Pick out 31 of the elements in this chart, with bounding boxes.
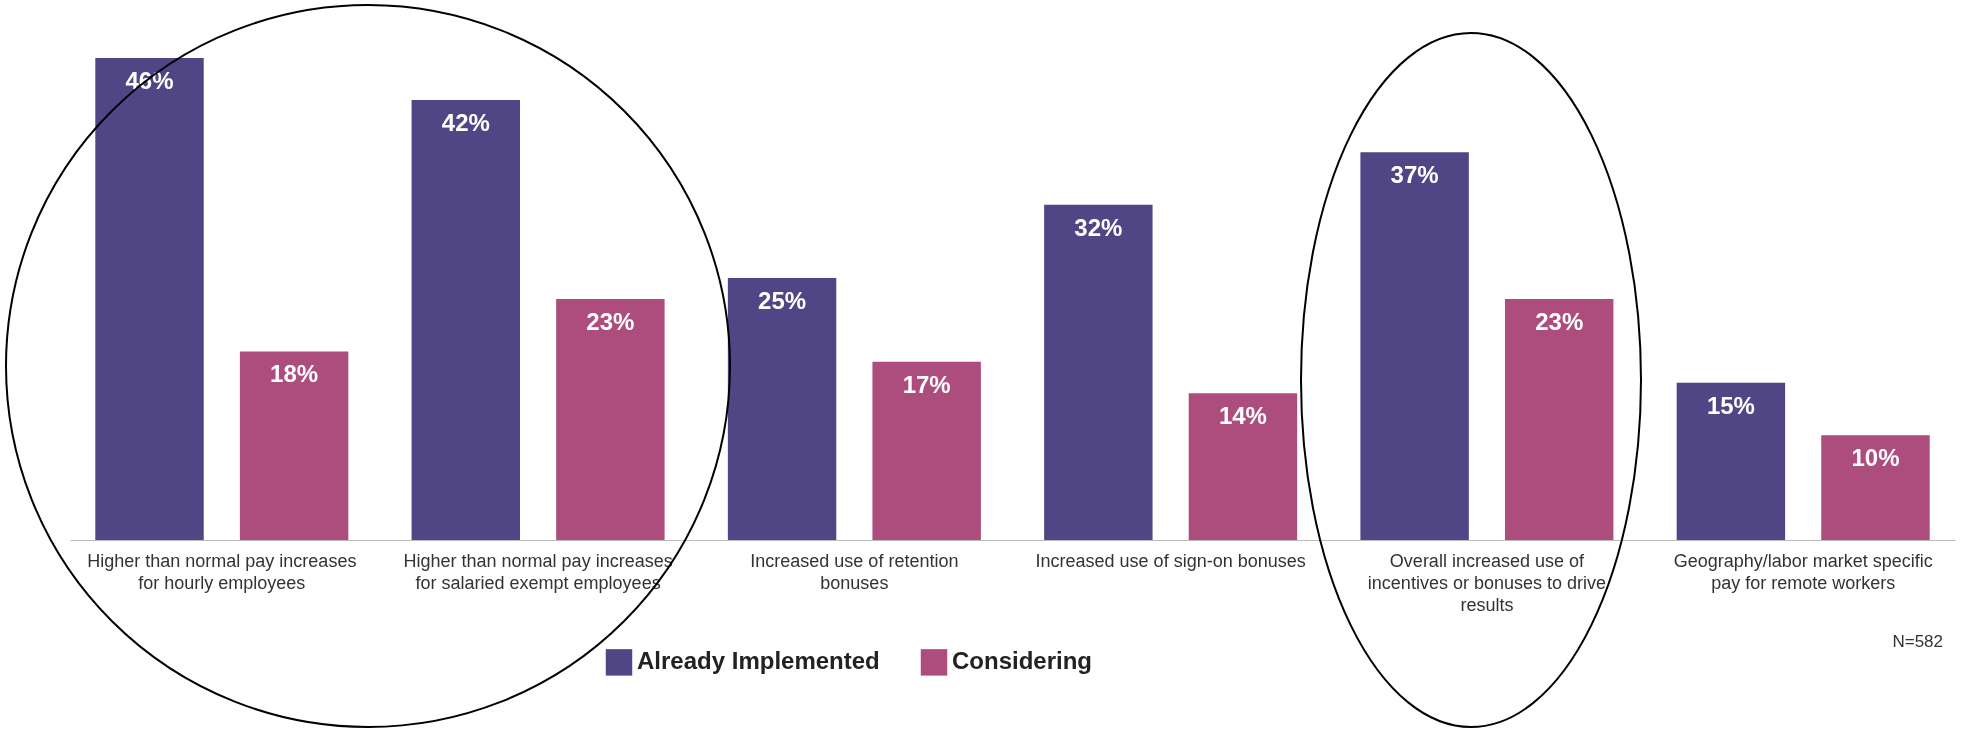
text: N=582 [1892, 632, 1943, 652]
data-label: 37% [1390, 161, 1439, 189]
data-label: 15% [1706, 391, 1755, 419]
bar [727, 278, 837, 540]
x-tick-label: Increased use of sign-on bonuses [1035, 550, 1306, 571]
bar [1676, 382, 1786, 540]
data-label: 17% [902, 370, 951, 398]
bar [1360, 152, 1469, 540]
data-label: 18% [270, 360, 319, 388]
data-label: 10% [1851, 444, 1900, 472]
x-tick-label: Overall increased use of incentives or bonuses to drive results [1367, 550, 1606, 615]
data-label: 25% [758, 287, 807, 315]
x-tick-label: Higher than normal pay increases for hourly employees [87, 550, 357, 593]
bar [872, 361, 981, 540]
data-label: 42% [441, 108, 490, 136]
data-label: 32% [1074, 213, 1123, 241]
data-label: 14% [1218, 402, 1267, 430]
bar [1188, 393, 1298, 540]
legend-label: Already Implemented [637, 647, 880, 675]
bar [1821, 435, 1930, 540]
x-tick-label: Increased use of retention bonuses [750, 550, 959, 593]
bar [1504, 299, 1614, 540]
bar [411, 99, 521, 540]
legend-label: Considering [952, 647, 1093, 675]
data-label: 23% [586, 308, 635, 335]
x-tick-label: Geography/labor market specific pay for remote workers [1673, 550, 1933, 593]
bar [1044, 204, 1153, 540]
data-label: 23% [1535, 308, 1584, 335]
bar [239, 351, 349, 540]
bar [556, 299, 665, 540]
bar [95, 58, 204, 540]
